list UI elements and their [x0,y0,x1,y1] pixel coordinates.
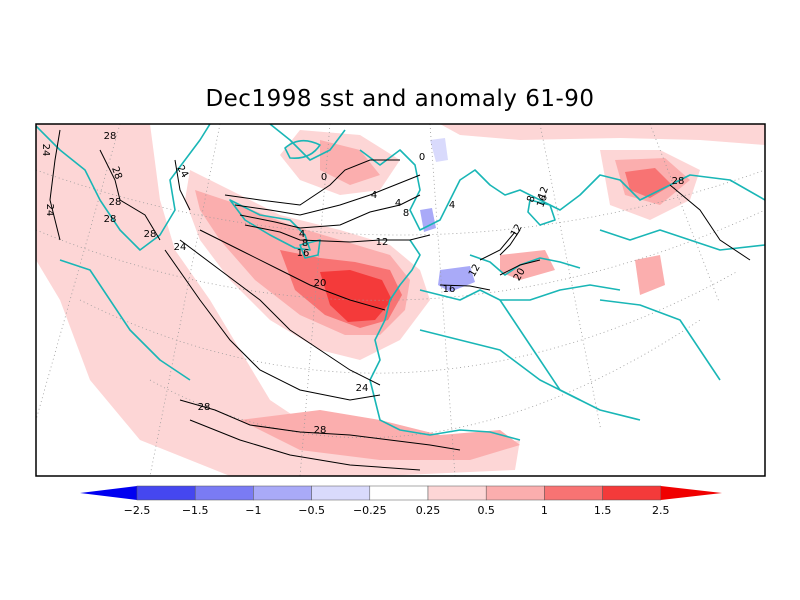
legend-tick-label: 1 [541,504,548,517]
legend-arrow-right [660,486,722,500]
anomaly-fill-arctic-strip [440,124,765,145]
contour-label: 28 [144,229,157,240]
contour-label: 4 [371,190,377,201]
contour-label: 28 [672,176,685,187]
anomaly-fill-0-5-africa-coast [240,410,520,460]
legend-tick-label: 0.25 [416,504,441,517]
contour-label: 28 [314,425,327,436]
contour-label: 16 [535,193,550,209]
legend-tick-label: 1.5 [594,504,612,517]
contour-label: 16 [443,284,456,295]
anomaly-fill-neg-north-sea [420,208,436,232]
sst-contours [49,129,751,471]
contour-label: 16 [297,248,310,259]
contour-label: 4 [395,198,401,209]
legend-arrow-left [80,486,137,500]
legend-tick-labels: −2.5 −1.5 −1 −0.5 −0.25 0.25 0.5 1 1.5 2.5 [124,504,670,517]
legend-tick-label: −1 [245,504,261,517]
anomaly-fill-0-5-east [635,255,665,295]
contour-label: 24 [44,204,55,217]
legend-tick-label: −0.5 [298,504,325,517]
legend-swatch [253,485,312,501]
map-frame [35,123,766,477]
coastlines [36,124,765,441]
anomaly-fill-neg-baltic [430,138,448,162]
contour-label: 8 [403,208,409,219]
legend-tick-label: 2.5 [652,504,670,517]
map-title: Dec1998 sst and anomaly 61-90 [205,86,595,112]
contour-label: 4 [299,229,305,240]
contour-label: 4 [449,200,455,211]
legend-swatch [485,485,545,501]
legend-swatch [311,485,371,501]
anomaly-fill-1-5-atlantic [320,270,392,322]
legend-swatch [427,485,487,501]
contour-label: 24 [174,242,187,253]
anomaly-fill-west-atlantic [36,124,520,476]
contour-label: 24 [40,144,51,157]
contour-label: 0 [321,172,327,183]
legend-swatch [194,485,254,501]
legend-tick-label: −0.25 [353,504,387,517]
contour-label: 20 [314,278,327,289]
contour-labels: 28 24 28 24 28 28 24 0 4 4 8 4 8 12 16 2… [40,131,684,436]
contour-label: 28 [109,197,122,208]
legend-swatch [136,485,196,501]
legend-tick-label: 0.5 [477,504,495,517]
legend-tick-label: −1.5 [182,504,209,517]
contour-label: 12 [536,185,551,201]
contour-label: 28 [104,214,117,225]
contour-label: 28 [198,402,211,413]
contour-label: 28 [104,131,117,142]
contour-label: 28 [109,165,124,181]
contour-label: 12 [376,237,389,248]
legend-swatch [602,485,662,501]
contour-label: 8 [302,238,308,249]
anomaly-fill-0-5-nordic [320,140,380,185]
legend-swatch [369,485,429,501]
contour-label: 0 [419,152,425,163]
legend-bar [80,485,722,501]
contour-label: 24 [356,383,369,394]
anomaly-shading [36,124,765,476]
legend-swatch [544,485,603,501]
legend-tick-label: −2.5 [124,504,151,517]
contour-label: 8 [525,194,538,204]
